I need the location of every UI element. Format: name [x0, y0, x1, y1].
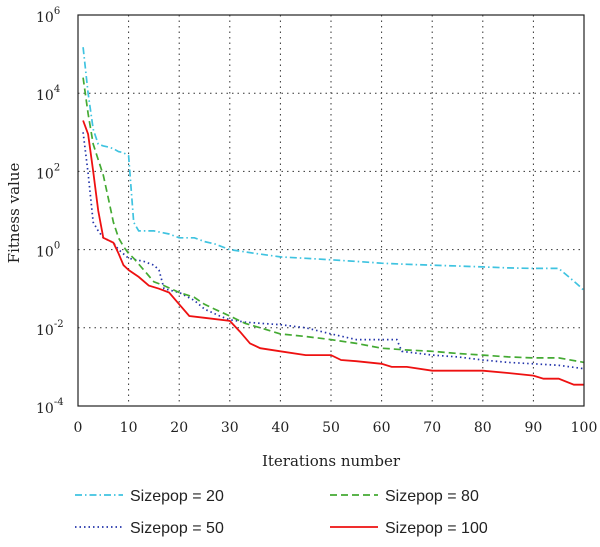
y-tick-label: 10-2	[36, 319, 64, 339]
x-tick-label: 60	[373, 420, 391, 436]
x-axis-label: Iterations number	[262, 452, 401, 470]
y-tick-labels: 10-4 10-2 100 102 104 106	[36, 6, 64, 417]
x-tick-label: 30	[221, 420, 239, 436]
series-line-0	[82, 47, 585, 292]
x-tick-label: 80	[474, 420, 492, 436]
x-tick-label: 40	[271, 420, 289, 436]
series-line-3	[82, 120, 584, 386]
y-tick-label: 102	[36, 162, 60, 182]
legend-label: Sizepop = 100	[385, 520, 488, 537]
legend-label: Sizepop = 80	[385, 488, 479, 505]
x-tick-label: 50	[322, 420, 340, 436]
x-tick-label: 90	[524, 420, 542, 436]
y-axis-label: Fitness value	[5, 163, 23, 264]
x-tick-label: 100	[571, 420, 598, 436]
x-tick-labels: 0 10 20 30 40 50 60 70 80 90 100	[74, 420, 598, 436]
y-tick-label: 10-4	[36, 397, 64, 417]
series-line-1	[82, 132, 585, 370]
legend-label: Sizepop = 50	[130, 520, 224, 537]
legend-label: Sizepop = 20	[130, 488, 224, 505]
grid-lines	[78, 15, 584, 406]
y-tick-label: 100	[36, 241, 60, 261]
series-line-2	[82, 77, 585, 364]
series-lines	[82, 47, 585, 386]
x-tick-label: 20	[170, 420, 188, 436]
x-tick-label: 0	[74, 420, 83, 436]
y-tick-label: 106	[36, 6, 60, 26]
x-tick-label: 70	[423, 420, 441, 436]
plot-frame	[77, 14, 585, 407]
x-tick-label: 10	[120, 420, 138, 436]
legend: Sizepop = 20 Sizepop = 50 Sizepop = 80 Size…	[75, 488, 488, 537]
y-tick-label: 104	[36, 84, 60, 104]
